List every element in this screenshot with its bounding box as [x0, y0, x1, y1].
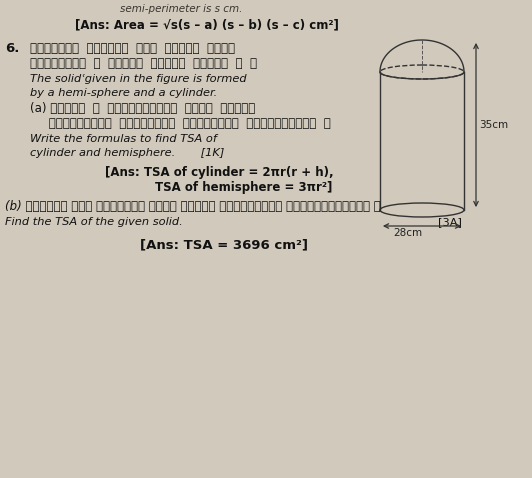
Text: The solidʿgiven in the figure is formed: The solidʿgiven in the figure is formed: [30, 74, 247, 84]
Text: [3A]: [3A]: [438, 217, 462, 227]
Text: क्षेत्रफल  निकाल्ने  सूत्रहरू  लेख्नुहोस्  ।: क्षेत्रफल निकाल्ने सूत्रहरू लेख्नुहोस् ।: [30, 117, 331, 130]
Text: अर्धगोला  र  बेलना  मिलेर  बनेको  छ  ।: अर्धगोला र बेलना मिलेर बनेको छ ।: [30, 57, 257, 70]
Text: [Ans: Area = √s(s – a) (s – b) (s – c) cm²]: [Ans: Area = √s(s – a) (s – b) (s – c) c…: [75, 18, 339, 31]
Text: Write the formulas to find TSA of: Write the formulas to find TSA of: [30, 134, 217, 144]
Text: [Ans: TSA = 3696 cm²]: [Ans: TSA = 3696 cm²]: [140, 238, 308, 251]
Text: चित्रमा  दिइएको  ठोस  वस्तु  एउटा: चित्रमा दिइएको ठोस वस्तु एउटा: [30, 42, 235, 55]
Text: 28cm: 28cm: [394, 228, 422, 238]
Text: 35cm: 35cm: [479, 120, 508, 130]
Text: 6.: 6.: [5, 42, 19, 55]
Text: cylinder and hemisphere.       [1K]: cylinder and hemisphere. [1K]: [30, 148, 225, 158]
Text: Find the TSA of the given solid.: Find the TSA of the given solid.: [5, 217, 183, 227]
Text: [Ans: TSA of cylinder = 2πr(r + h),: [Ans: TSA of cylinder = 2πr(r + h),: [105, 166, 334, 179]
Text: (a) बेलना  र  अर्धगोलाको  पूरा  सतहको: (a) बेलना र अर्धगोलाको पूरा सतहको: [30, 102, 255, 115]
Text: by a hemi-sphere and a cylinder.: by a hemi-sphere and a cylinder.: [30, 88, 217, 98]
Text: (b) दिइएको ठोस वस्तुको पूरा सतहको क्षेत्रफल निकाल्नुहोस् ।: (b) दिइएको ठोस वस्तुको पूरा सतहको क्षेत्…: [5, 200, 381, 213]
Text: TSA of hemisphere = 3πr²]: TSA of hemisphere = 3πr²]: [155, 181, 332, 194]
Text: semi-perimeter is s cm.: semi-perimeter is s cm.: [120, 4, 243, 14]
